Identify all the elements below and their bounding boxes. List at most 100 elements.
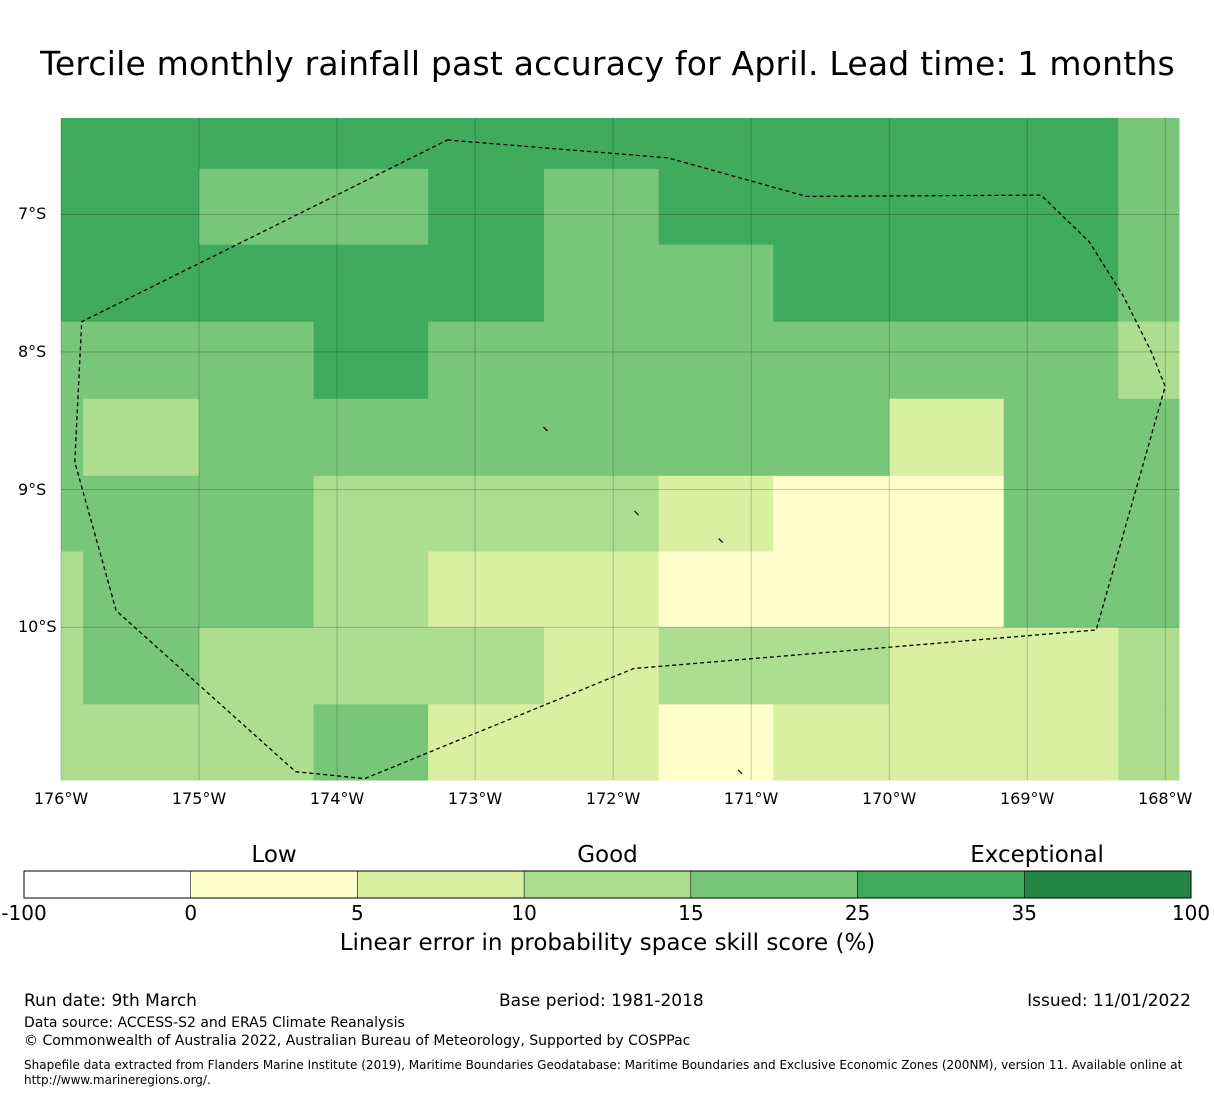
skill-cell xyxy=(428,321,545,400)
colorbar-tick-label: 10 xyxy=(511,901,537,925)
lat-label: 8°S xyxy=(18,341,47,361)
skill-cell xyxy=(83,168,200,246)
colorbar-swatch xyxy=(690,870,858,899)
skill-cell xyxy=(313,118,429,170)
skill-cell xyxy=(199,321,315,400)
skill-cell xyxy=(773,244,890,323)
colorbar-swatch xyxy=(357,870,525,899)
skill-cell xyxy=(1118,321,1180,400)
colorbar-swatch xyxy=(523,870,692,899)
skill-cell xyxy=(658,475,774,553)
skill-cell xyxy=(83,321,200,400)
lat-label: 10°S xyxy=(18,617,57,637)
skill-cell xyxy=(199,398,315,477)
island-atafu xyxy=(543,426,548,432)
skill-cell xyxy=(544,551,660,628)
skill-cell xyxy=(428,627,545,705)
colorbar-tick-label: 25 xyxy=(844,901,871,925)
skill-cell xyxy=(544,321,660,400)
skill-cell xyxy=(773,118,890,170)
shapefile-url: http://www.marineregions.org/. xyxy=(24,1073,211,1087)
skill-cell xyxy=(544,244,660,323)
skill-cell xyxy=(428,475,545,553)
colorbar-title: Linear error in probability space skill … xyxy=(339,930,876,956)
skill-cell xyxy=(889,118,1005,170)
skill-cell xyxy=(83,244,200,323)
colorbar-tick-label: -100 xyxy=(1,901,47,925)
skill-cell xyxy=(889,244,1005,323)
colorbar-category-good: Good xyxy=(577,842,638,868)
skill-cell xyxy=(1003,398,1119,477)
skill-cell xyxy=(544,475,660,553)
skill-cell xyxy=(658,704,774,781)
run-date: Run date: 9th March xyxy=(24,991,197,1011)
lat-label: 7°S xyxy=(18,204,47,224)
skill-cell xyxy=(1118,475,1180,553)
graticule xyxy=(60,118,1179,780)
skill-cell xyxy=(313,475,429,553)
skill-cell xyxy=(313,551,429,628)
colorbar-swatch xyxy=(857,870,1025,899)
islands xyxy=(543,426,743,775)
skill-cell xyxy=(428,551,545,628)
colorbar-tick-label: 0 xyxy=(184,901,198,925)
skill-cell xyxy=(199,475,315,553)
skill-cell xyxy=(313,627,429,705)
skill-cell xyxy=(199,551,315,628)
lon-label: 174°W xyxy=(309,789,365,808)
skill-cell xyxy=(658,551,774,628)
skill-cell xyxy=(889,551,1005,628)
skill-cell xyxy=(1118,398,1180,477)
skill-cell xyxy=(313,244,429,323)
data-source: Data source: ACCESS-S2 and ERA5 Climate … xyxy=(24,1015,405,1031)
lon-label: 172°W xyxy=(585,789,641,808)
skill-cell xyxy=(199,118,315,170)
skill-cell xyxy=(61,475,84,553)
skill-cell xyxy=(773,627,890,705)
skill-cell xyxy=(428,704,545,781)
skill-cell xyxy=(83,627,200,705)
skill-cell xyxy=(1003,321,1119,400)
skill-cell xyxy=(773,398,890,477)
skill-cell xyxy=(544,627,660,705)
colorbar-swatch xyxy=(23,870,191,899)
skill-cell xyxy=(83,704,200,781)
skill-cell xyxy=(773,704,890,781)
skill-cell xyxy=(1003,704,1119,781)
skill-cell xyxy=(1118,551,1180,628)
skill-cell xyxy=(1118,168,1180,246)
skill-cell xyxy=(658,321,774,400)
skill-cell xyxy=(773,551,890,628)
island-nukunonu xyxy=(634,510,639,516)
lon-label: 168°W xyxy=(1138,789,1193,808)
skill-cell xyxy=(1118,704,1180,781)
skill-cell xyxy=(658,627,774,705)
colorbar-swatch xyxy=(1024,870,1192,899)
skill-grid xyxy=(61,118,1180,781)
skill-cell xyxy=(544,118,660,170)
skill-cell xyxy=(61,627,84,705)
shapefile-credit: Shapefile data extracted from Flanders M… xyxy=(24,1058,1183,1072)
lon-label: 176°W xyxy=(33,789,89,808)
skill-cell xyxy=(313,704,429,781)
colorbar-category-low: Low xyxy=(251,842,297,868)
lon-label: 170°W xyxy=(861,789,917,808)
skill-cell xyxy=(61,168,84,246)
skill-cell xyxy=(1118,118,1180,170)
colorbar-tick-label: 5 xyxy=(351,901,364,925)
skill-cell xyxy=(1118,627,1180,705)
island-swains xyxy=(737,769,743,775)
colorbar-tick-label: 15 xyxy=(678,901,704,925)
skill-map xyxy=(60,118,1180,781)
skill-cell xyxy=(1118,244,1180,323)
colorbar-outline xyxy=(23,870,1192,899)
skill-cell xyxy=(889,627,1005,705)
skill-cell xyxy=(544,704,660,781)
skill-cell xyxy=(889,168,1005,246)
colorbar xyxy=(23,870,1192,899)
skill-cell xyxy=(61,118,84,170)
skill-cell xyxy=(1003,244,1119,323)
skill-cell xyxy=(83,398,200,477)
chart-title: Tercile monthly rainfall past accuracy f… xyxy=(40,44,1175,83)
skill-cell xyxy=(1003,118,1119,170)
